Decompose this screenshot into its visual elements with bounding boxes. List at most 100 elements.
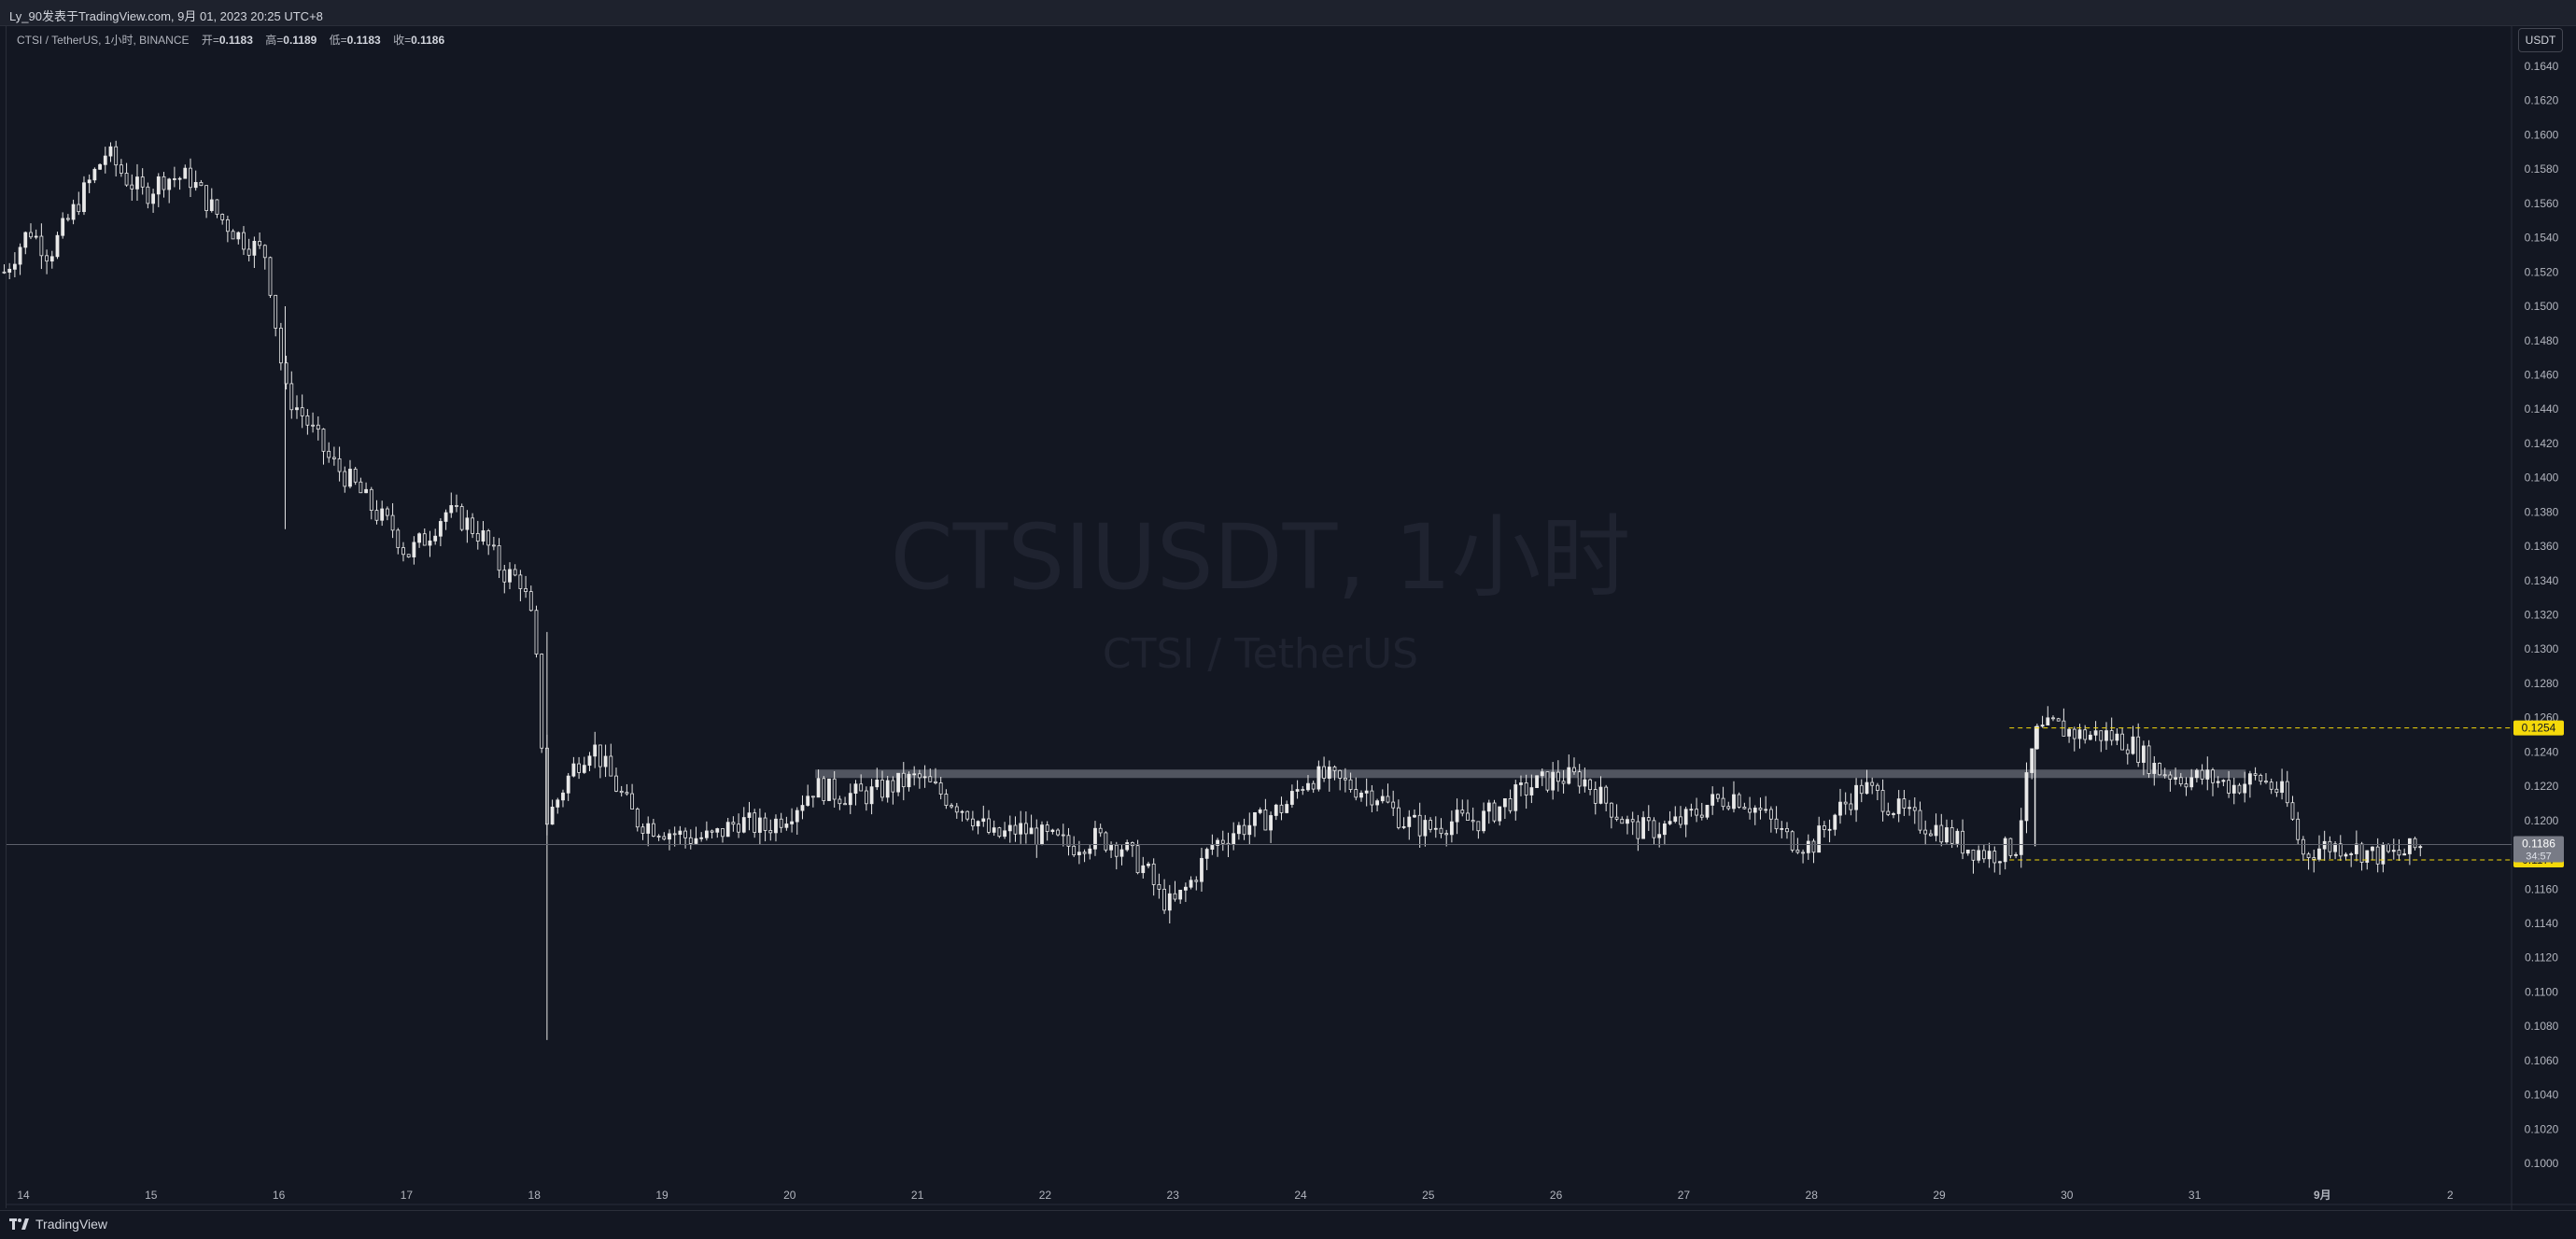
x-tick-label: 15 [145, 1189, 158, 1202]
candle-body [140, 176, 145, 188]
candle-body [1519, 782, 1523, 785]
x-tick-label: 17 [401, 1189, 414, 1202]
publish-info: Ly_90发表于TradingView.com, 9月 01, 2023 20:… [9, 9, 323, 23]
candle-body [1971, 849, 1976, 861]
candle-body [1742, 807, 1747, 810]
candle-body [1679, 816, 1682, 825]
candle-body [768, 830, 773, 834]
tradingview-logo[interactable]: TradingView [9, 1217, 107, 1232]
candle-body [1359, 792, 1363, 798]
candle-body [1104, 832, 1108, 851]
candle-body [177, 177, 182, 180]
candle-body [763, 817, 767, 831]
candle-body [343, 471, 347, 487]
candle-body [2194, 769, 2199, 779]
candle-body [2243, 783, 2247, 794]
candle-body [1892, 813, 1895, 815]
candle-body [2030, 748, 2034, 773]
candle-body [274, 294, 278, 329]
candle-body [2189, 777, 2194, 788]
candle-body [2131, 736, 2135, 754]
candle-body [779, 818, 783, 828]
candle-body [1535, 775, 1539, 788]
candle-body [566, 775, 570, 794]
candle-body [103, 155, 107, 165]
candle-body [534, 610, 539, 655]
candle-body [806, 795, 810, 806]
candle-body [1795, 849, 1800, 853]
watermark-title: CTSIUSDT, 1小时 [891, 505, 1631, 610]
candle-body [220, 214, 225, 220]
candle-body [2322, 840, 2327, 850]
symbol-legend: CTSI / TetherUS, 1小时, BINANCE 开=0.1183 高… [17, 32, 444, 48]
candle-body [77, 204, 81, 213]
y-tick-label: 0.1020 [2525, 1122, 2559, 1135]
candle-body [481, 530, 486, 542]
candle-body [1348, 779, 1353, 790]
candle-body [316, 424, 320, 430]
candle-body [2317, 848, 2321, 860]
candle-body [1109, 844, 1113, 851]
candle-body [1322, 766, 1326, 779]
currency-button[interactable]: USDT [2518, 28, 2563, 52]
candle-body [656, 836, 661, 838]
candle-body [2088, 734, 2092, 740]
low-label: 低= [329, 34, 347, 47]
candle-body [1082, 852, 1087, 854]
candle-body [907, 773, 911, 788]
candle-body [1923, 829, 1928, 835]
x-tick-label: 28 [1806, 1189, 1819, 1202]
candle-body [1945, 827, 1949, 843]
candle-body [433, 535, 438, 542]
candle-body [827, 778, 831, 801]
candle-body [12, 263, 17, 270]
candle-body [49, 256, 54, 262]
x-tick-label: 25 [1422, 1189, 1435, 1202]
candle-body [965, 810, 970, 820]
candle-body [816, 778, 821, 798]
candle-body [2120, 733, 2124, 751]
candle-body [2253, 773, 2258, 776]
candle-body [683, 830, 687, 838]
candle-body [1220, 839, 1225, 844]
candle-body [2056, 718, 2061, 722]
candle-body [2386, 844, 2390, 852]
candle-body [1981, 850, 1986, 860]
candle-body [2354, 843, 2358, 854]
candle-body [2402, 853, 2407, 856]
candle-body [390, 514, 395, 531]
x-tick-label: 31 [2189, 1189, 2202, 1202]
candle-body [1023, 823, 1028, 835]
candle-body [385, 508, 389, 516]
x-tick-label: 23 [1167, 1189, 1180, 1202]
y-tick-label: 0.1380 [2525, 505, 2559, 518]
candle-body [1007, 824, 1012, 832]
candle-body [1865, 781, 1869, 795]
candle-body [1827, 828, 1832, 831]
candle-body [98, 163, 102, 170]
candle-body [2019, 820, 2023, 855]
candle-body [364, 488, 368, 494]
candle-body [1699, 814, 1704, 818]
candle-body [1753, 808, 1757, 813]
candle-body [731, 822, 736, 825]
candle-body [1029, 827, 1034, 835]
candle-body [1843, 801, 1848, 805]
y-tick-label: 0.1440 [2525, 402, 2559, 415]
x-tick-label: 19 [655, 1189, 669, 1202]
candle-body [2371, 846, 2374, 852]
candle-body [603, 755, 608, 767]
candle-body [428, 540, 432, 546]
candle-body [1141, 865, 1146, 874]
candle-body [614, 775, 618, 792]
symbol-name[interactable]: CTSI / TetherUS, 1小时, BINANCE [17, 34, 190, 47]
candle-body [374, 510, 379, 521]
candle-body [1695, 809, 1698, 816]
candle-body [2136, 736, 2141, 763]
candle-body [1604, 786, 1609, 804]
candle-body [1189, 880, 1193, 888]
candle-body [2285, 781, 2289, 804]
candle-body [1147, 863, 1150, 866]
y-tick-label: 0.1100 [2525, 985, 2558, 998]
